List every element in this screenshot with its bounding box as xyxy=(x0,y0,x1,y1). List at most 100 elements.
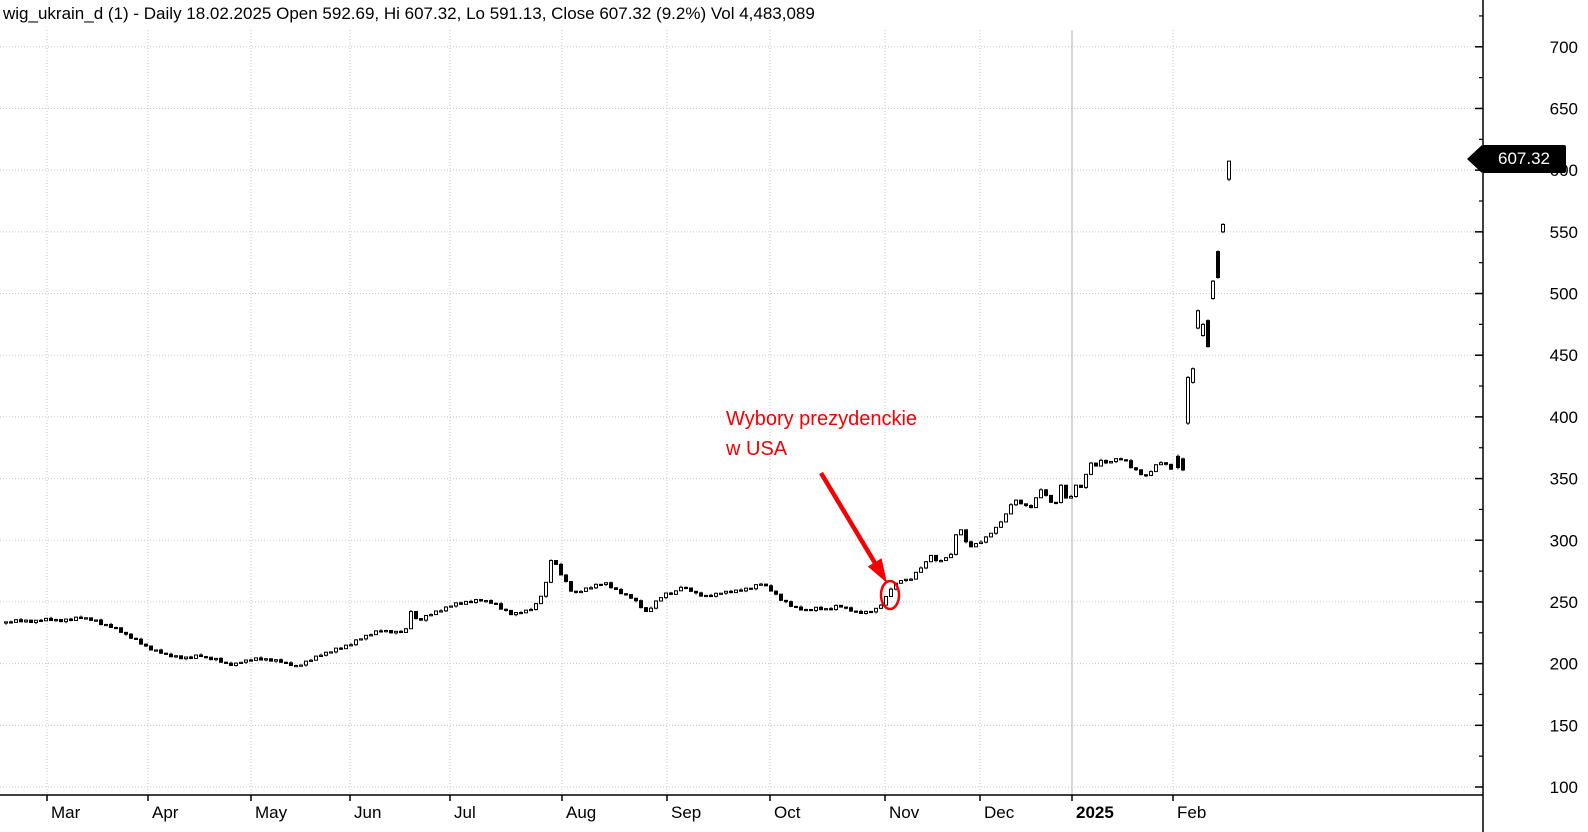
candle-body xyxy=(84,617,88,620)
candle-body xyxy=(114,626,118,630)
candle-body xyxy=(789,601,793,607)
candle-body xyxy=(244,659,248,663)
candle-body xyxy=(754,584,758,590)
candle-body xyxy=(294,665,298,668)
candle-body xyxy=(749,587,753,590)
candle-body xyxy=(209,656,213,661)
candle-body xyxy=(394,630,398,634)
candle-body xyxy=(694,590,698,594)
candle-body xyxy=(149,645,153,651)
candle-body xyxy=(889,588,893,597)
candle-body xyxy=(909,578,913,581)
candle-body xyxy=(684,586,688,590)
candle-body xyxy=(184,656,188,660)
last-price-tag: 607.32 xyxy=(1467,145,1566,173)
candle-body xyxy=(609,582,613,589)
candle-body xyxy=(1014,499,1018,506)
candle-body xyxy=(309,659,313,662)
candle-body xyxy=(449,605,453,608)
candle-body xyxy=(9,621,13,624)
candle-body xyxy=(399,630,403,634)
candle-body xyxy=(784,599,788,603)
candle-body xyxy=(304,660,308,666)
candle-body xyxy=(374,630,378,636)
candle-body xyxy=(629,594,633,599)
candle-body xyxy=(124,631,128,635)
candle-body xyxy=(719,592,723,595)
candle-body xyxy=(464,600,468,605)
candle-body xyxy=(744,587,748,592)
candle-body xyxy=(659,597,663,602)
candle-body xyxy=(269,658,273,662)
candle-body xyxy=(134,637,138,640)
candle-body xyxy=(469,600,473,604)
candle-body xyxy=(549,560,553,583)
annotation-ellipse xyxy=(879,579,901,611)
candle-body xyxy=(344,644,348,650)
candle-body xyxy=(824,608,828,611)
candle-body xyxy=(939,560,943,563)
candle-body xyxy=(49,617,53,622)
candle-body xyxy=(989,532,993,538)
candle-body xyxy=(69,618,73,622)
candle-body xyxy=(644,607,648,613)
candle-body xyxy=(724,590,728,594)
candle-body xyxy=(219,657,223,663)
candle-body xyxy=(194,654,198,659)
candle-body xyxy=(764,583,768,587)
y-axis-label-300: 300 xyxy=(1550,531,1578,550)
candle-body xyxy=(419,618,423,621)
candle-body xyxy=(839,604,843,608)
candle-body xyxy=(334,647,338,653)
candle-body xyxy=(249,659,253,662)
candle-body xyxy=(199,654,203,658)
candle-body xyxy=(774,590,778,595)
chart-title: wig_ukrain_d (1) - Daily 18.02.2025 Open… xyxy=(3,4,815,23)
candle-body xyxy=(1196,310,1200,329)
candle-body xyxy=(819,606,823,611)
candle-body xyxy=(829,608,833,611)
candle-body xyxy=(89,617,93,621)
candle-body xyxy=(759,583,763,586)
candle-body xyxy=(869,610,873,614)
candle-body xyxy=(404,628,408,633)
candle-body xyxy=(1181,458,1185,471)
candle-body xyxy=(959,529,963,536)
x-axis-label-sep: Sep xyxy=(671,803,701,822)
y-axis-label-150: 150 xyxy=(1550,716,1578,735)
candle-body xyxy=(579,590,583,594)
candle-body xyxy=(299,664,303,667)
candle-body xyxy=(454,602,458,607)
annotation-arrow-shaft xyxy=(819,471,877,565)
price-tag-pointer-icon xyxy=(1467,145,1482,173)
candle-body xyxy=(534,603,538,610)
candle-body xyxy=(699,592,703,597)
candle-body xyxy=(964,529,968,543)
candle-body xyxy=(364,634,368,640)
candle-body xyxy=(639,600,643,609)
candle-body xyxy=(729,590,733,594)
candle-body xyxy=(564,574,568,582)
candle-body xyxy=(29,619,33,624)
candle-body xyxy=(624,593,628,596)
candle-body xyxy=(1149,471,1153,476)
candle-body xyxy=(169,653,173,658)
candle-body xyxy=(504,608,508,611)
candle-body xyxy=(544,581,548,597)
candle-body xyxy=(924,561,928,569)
candle-body xyxy=(844,606,848,609)
candle-body xyxy=(1059,484,1063,504)
candle-body xyxy=(969,541,973,548)
candle-body xyxy=(164,652,168,655)
candle-body xyxy=(1206,320,1210,348)
candle-body xyxy=(1216,251,1220,278)
candle-body xyxy=(1191,368,1195,383)
x-axis-label-nov: Nov xyxy=(889,803,920,822)
candle-body xyxy=(389,629,393,634)
candle-body xyxy=(1049,494,1053,503)
candle-body xyxy=(174,655,178,658)
y-axis-label-650: 650 xyxy=(1550,99,1578,118)
candle-body xyxy=(734,589,738,594)
